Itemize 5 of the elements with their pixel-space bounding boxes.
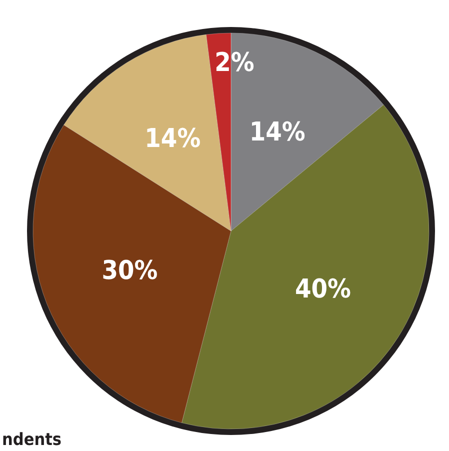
data-label: 40%	[294, 274, 351, 304]
data-label: 30%	[102, 256, 158, 286]
text: ndents	[2, 430, 62, 450]
data-label: 14%	[249, 117, 306, 148]
data-label: 14%	[144, 124, 201, 154]
